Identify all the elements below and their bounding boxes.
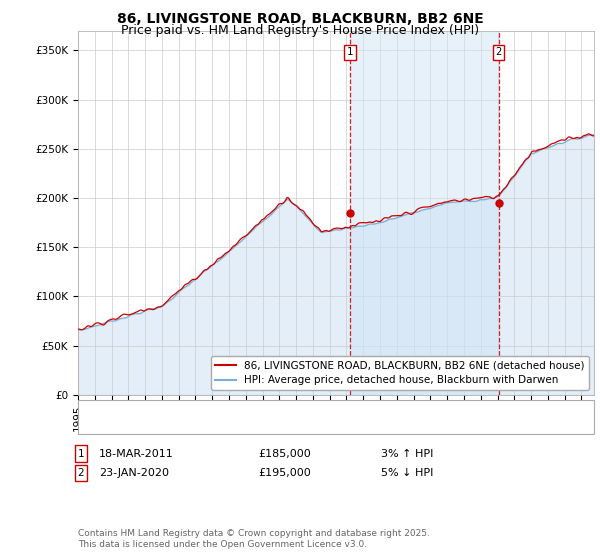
Text: 18-MAR-2011: 18-MAR-2011	[99, 449, 174, 459]
Text: 23-JAN-2020: 23-JAN-2020	[99, 468, 169, 478]
Text: 86, LIVINGSTONE ROAD, BLACKBURN, BB2 6NE (detached house): 86, LIVINGSTONE ROAD, BLACKBURN, BB2 6NE…	[138, 402, 479, 412]
Legend: 86, LIVINGSTONE ROAD, BLACKBURN, BB2 6NE (detached house), HPI: Average price, d: 86, LIVINGSTONE ROAD, BLACKBURN, BB2 6NE…	[211, 356, 589, 390]
Text: £185,000: £185,000	[258, 449, 311, 459]
Text: 3% ↑ HPI: 3% ↑ HPI	[381, 449, 433, 459]
Text: 2: 2	[496, 48, 502, 58]
Text: 2: 2	[77, 468, 85, 478]
Text: Contains HM Land Registry data © Crown copyright and database right 2025.
This d: Contains HM Land Registry data © Crown c…	[78, 529, 430, 549]
Text: £195,000: £195,000	[258, 468, 311, 478]
Bar	[350, 31, 499, 395]
Text: 5% ↓ HPI: 5% ↓ HPI	[381, 468, 433, 478]
Text: 86, LIVINGSTONE ROAD, BLACKBURN, BB2 6NE: 86, LIVINGSTONE ROAD, BLACKBURN, BB2 6NE	[116, 12, 484, 26]
Text: Price paid vs. HM Land Registry's House Price Index (HPI): Price paid vs. HM Land Registry's House …	[121, 24, 479, 36]
Text: 1: 1	[347, 48, 353, 58]
Text: 1: 1	[77, 449, 85, 459]
Text: HPI: Average price, detached house, Blackburn with Darwen: HPI: Average price, detached house, Blac…	[138, 414, 452, 424]
